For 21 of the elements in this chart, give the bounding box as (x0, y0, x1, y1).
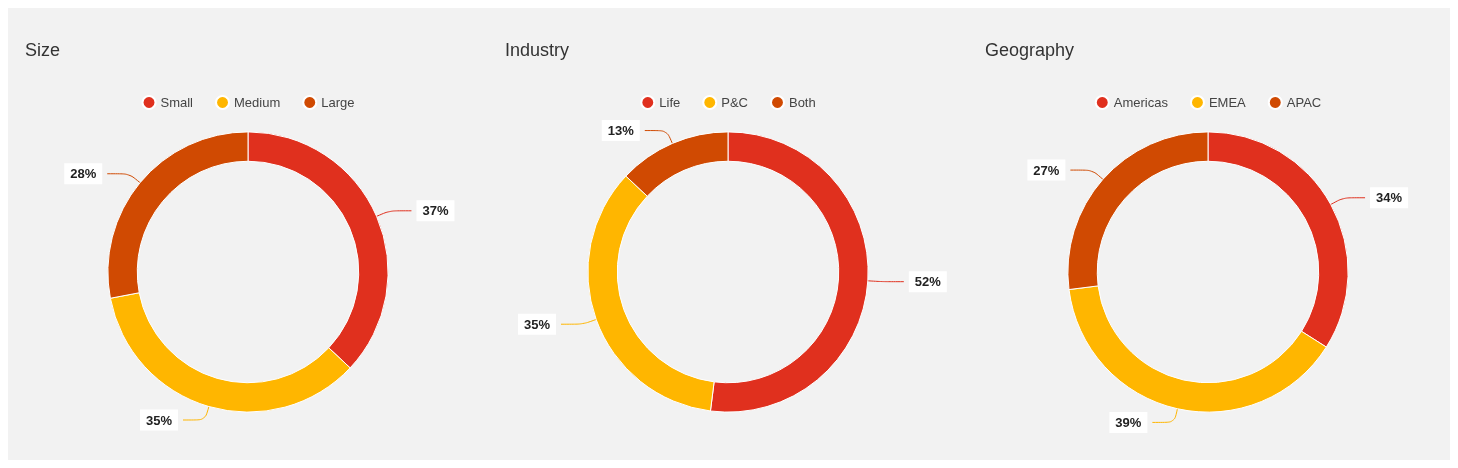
data-label: 52% (914, 274, 942, 290)
legend-label: Medium (234, 95, 281, 110)
data-label: 35% (145, 412, 173, 428)
legend-label: P&C (721, 95, 748, 110)
chart-title: Geography (985, 40, 1075, 60)
data-label: 13% (607, 123, 635, 139)
legend-label: EMEA (1208, 95, 1247, 110)
legend-label: APAC (1286, 95, 1322, 110)
chart-title: Industry (505, 40, 570, 60)
data-label: 27% (1033, 162, 1060, 178)
data-label: 35% (523, 316, 551, 332)
legend-label: Large (321, 95, 355, 110)
chart-title: Size (25, 40, 61, 60)
data-label: 39% (1115, 414, 1142, 430)
data-label: 28% (70, 166, 97, 182)
legend-label: Americas (1113, 95, 1169, 110)
data-label: 37% (422, 203, 449, 219)
legend-label: Both (788, 95, 816, 110)
data-label: 34% (1376, 190, 1403, 206)
legend-label: Small (160, 95, 194, 110)
legend-label: Life (659, 95, 681, 110)
